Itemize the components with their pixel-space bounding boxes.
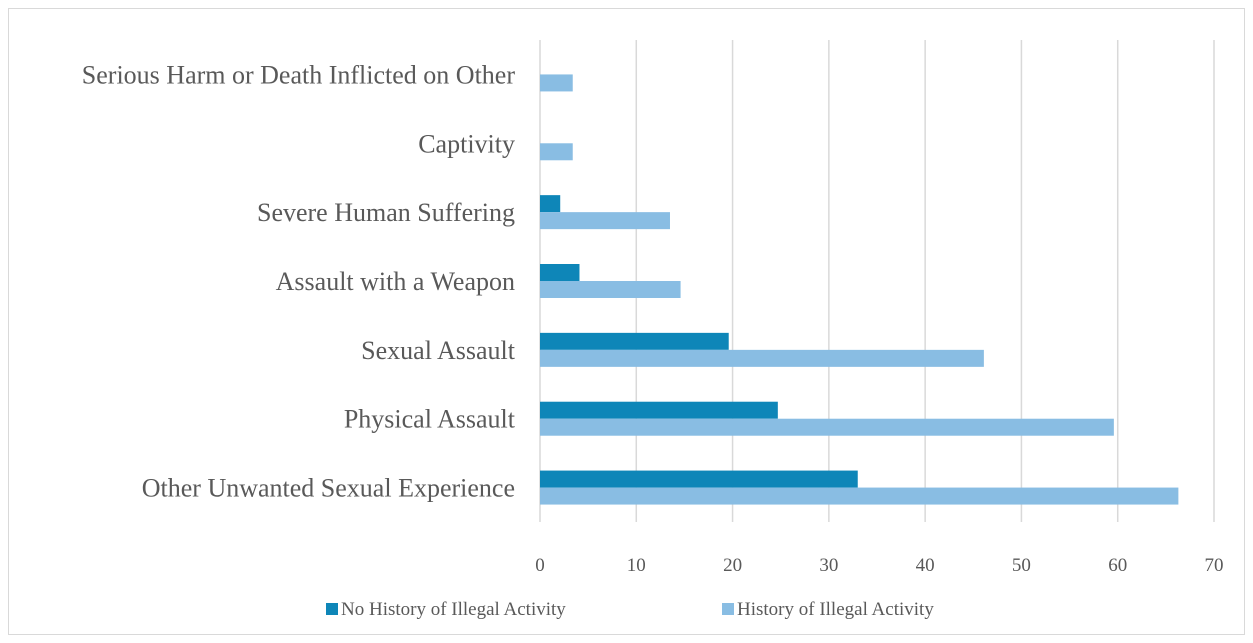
x-tick-label: 0 — [535, 555, 545, 576]
bar-no-history — [540, 401, 778, 419]
x-tick-label: 70 — [1205, 555, 1224, 576]
bar-history — [540, 349, 984, 367]
category-label: Serious Harm or Death Inflicted on Other — [82, 60, 516, 89]
category-label: Severe Human Suffering — [257, 198, 515, 227]
x-tick-label: 30 — [819, 555, 838, 576]
x-tick-label: 20 — [723, 555, 742, 576]
bar-no-history — [540, 195, 561, 213]
bar-history — [540, 487, 1179, 505]
x-tick-label: 40 — [916, 555, 935, 576]
category-labels: Other Unwanted Sexual Experience Physical… — [82, 60, 516, 502]
x-tick-label: 50 — [1012, 555, 1031, 576]
x-tick-label: 10 — [627, 555, 646, 576]
bar-no-history — [540, 470, 858, 488]
bars — [540, 74, 1179, 505]
x-axis-tick-labels: 0 10 20 30 40 50 60 70 — [535, 555, 1223, 576]
bar-no-history — [540, 264, 580, 281]
legend: No History of Illegal Activity History of… — [326, 599, 934, 620]
bar-history — [540, 143, 573, 161]
legend-swatch — [722, 603, 734, 615]
legend-swatch — [326, 603, 338, 615]
x-tick-label: 60 — [1108, 555, 1127, 576]
category-label: Sexual Assault — [361, 336, 516, 365]
bar-no-history — [540, 332, 729, 350]
bar-history — [540, 212, 670, 230]
gridlines — [539, 40, 1215, 522]
category-label: Physical Assault — [344, 405, 516, 434]
legend-label: History of Illegal Activity — [737, 599, 934, 620]
category-label: Other Unwanted Sexual Experience — [142, 474, 515, 503]
bar-history — [540, 281, 681, 298]
chart-frame — [8, 8, 1245, 635]
bar-history — [540, 74, 573, 92]
category-label: Assault with a Weapon — [276, 267, 515, 296]
category-label: Captivity — [418, 129, 515, 158]
bar-history — [540, 418, 1114, 436]
legend-label: No History of Illegal Activity — [341, 599, 566, 620]
